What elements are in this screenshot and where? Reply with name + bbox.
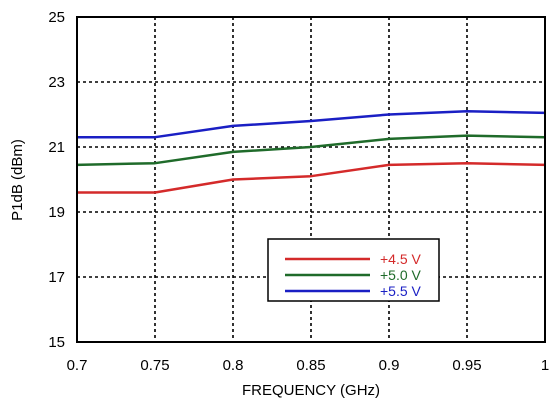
- x-tick-label: 0.9: [379, 357, 400, 374]
- y-tick-label: 23: [48, 74, 65, 91]
- legend-label-2: +5.5 V: [380, 283, 422, 299]
- y-tick-label: 19: [48, 204, 65, 221]
- legend: +4.5 V+5.0 V+5.5 V: [267, 238, 440, 302]
- legend-label-1: +5.0 V: [380, 267, 422, 283]
- series-lines: [76, 109, 546, 194]
- tick-labels: 0.7 0.75 0.8 0.85 0.9 0.95 1 15 17 19 21 23 25: [48, 9, 549, 374]
- series-line-1: [76, 134, 546, 167]
- x-tick-label: 0.7: [67, 357, 88, 374]
- y-tick-label: 21: [48, 139, 65, 156]
- series-line-0: [77, 161, 546, 194]
- y-tick-label: 17: [48, 269, 65, 286]
- x-tick-label: 0.75: [140, 357, 169, 374]
- legend-label-0: +4.5 V: [380, 251, 422, 267]
- plot-frame: [76, 16, 546, 343]
- x-axis-label: FREQUENCY (GHz): [242, 382, 380, 399]
- x-tick-label: 0.8: [223, 357, 244, 374]
- x-tick-label: 0.85: [296, 357, 325, 374]
- series-line-2: [77, 109, 546, 139]
- y-axis-label: P1dB (dBm): [9, 139, 26, 221]
- y-tick-label: 25: [48, 9, 65, 26]
- x-tick-label: 0.95: [452, 357, 481, 374]
- x-tick-label: 1: [541, 357, 549, 374]
- y-tick-label: 15: [48, 334, 65, 351]
